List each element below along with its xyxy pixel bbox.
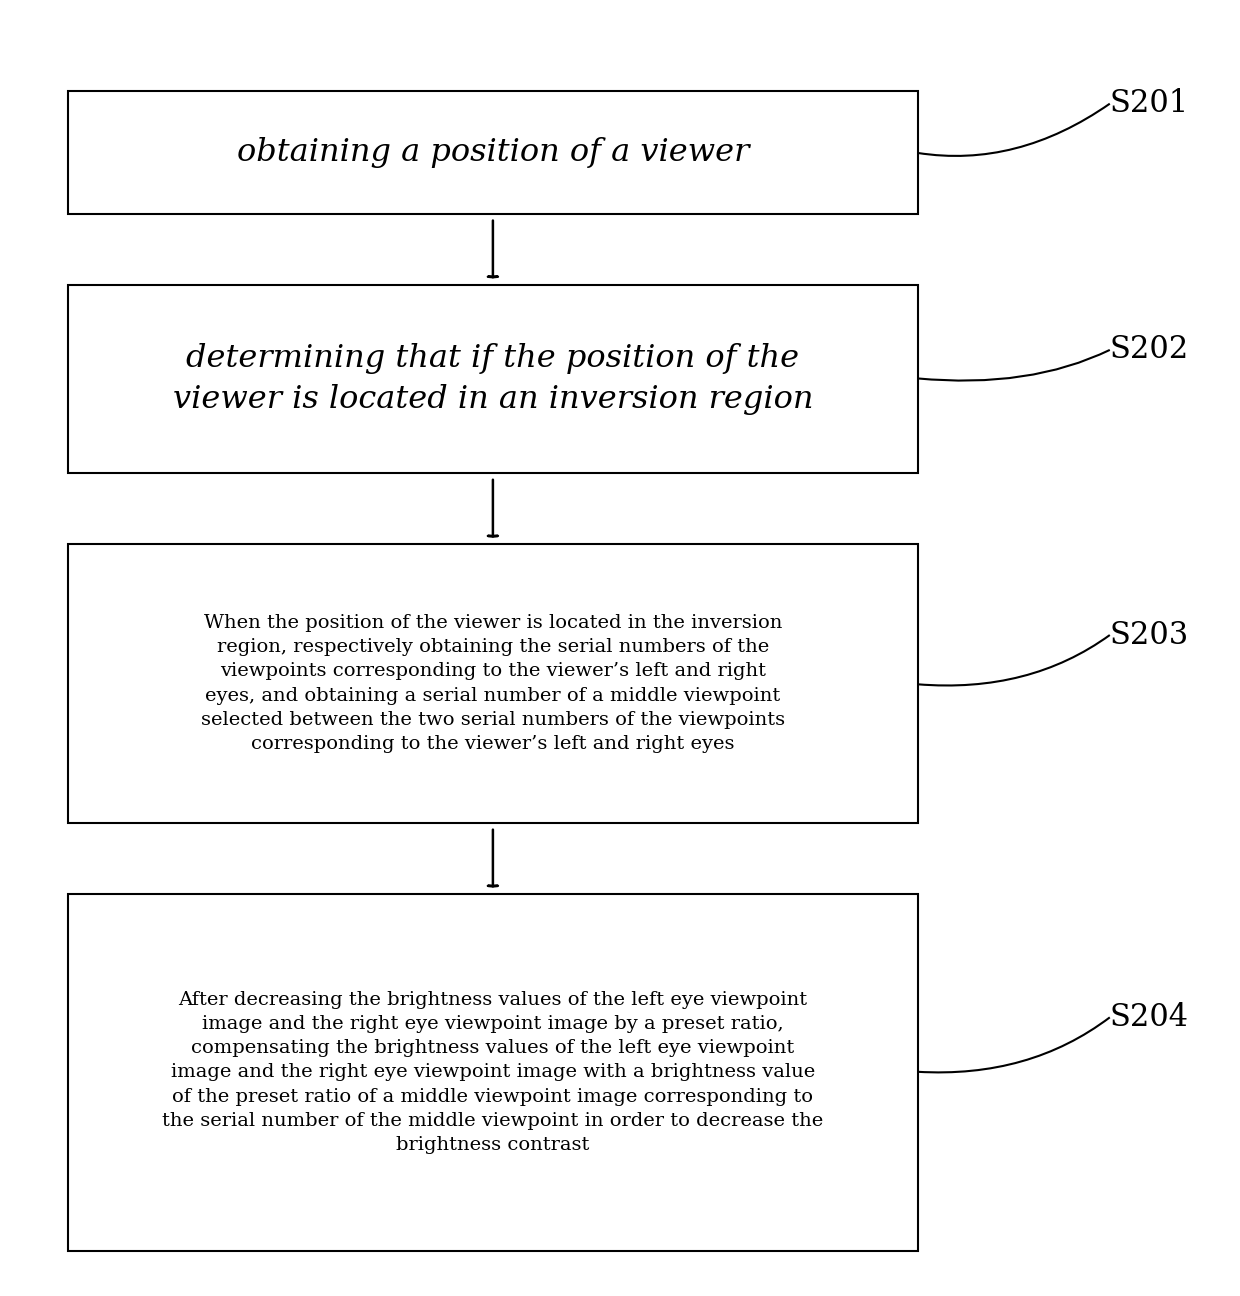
Text: S203: S203: [1110, 619, 1189, 651]
Text: When the position of the viewer is located in the inversion
region, respectively: When the position of the viewer is locat…: [201, 614, 785, 753]
Text: determining that if the position of the
viewer is located in an inversion region: determining that if the position of the …: [172, 342, 813, 416]
Text: S201: S201: [1110, 88, 1189, 119]
Text: obtaining a position of a viewer: obtaining a position of a viewer: [237, 137, 749, 167]
Text: S204: S204: [1110, 1002, 1189, 1033]
Text: S202: S202: [1110, 334, 1189, 365]
Bar: [68, 285, 918, 473]
Bar: [68, 894, 918, 1251]
Bar: [68, 544, 918, 823]
Text: After decreasing the brightness values of the left eye viewpoint
image and the r: After decreasing the brightness values o…: [162, 990, 823, 1155]
Bar: [68, 91, 918, 214]
